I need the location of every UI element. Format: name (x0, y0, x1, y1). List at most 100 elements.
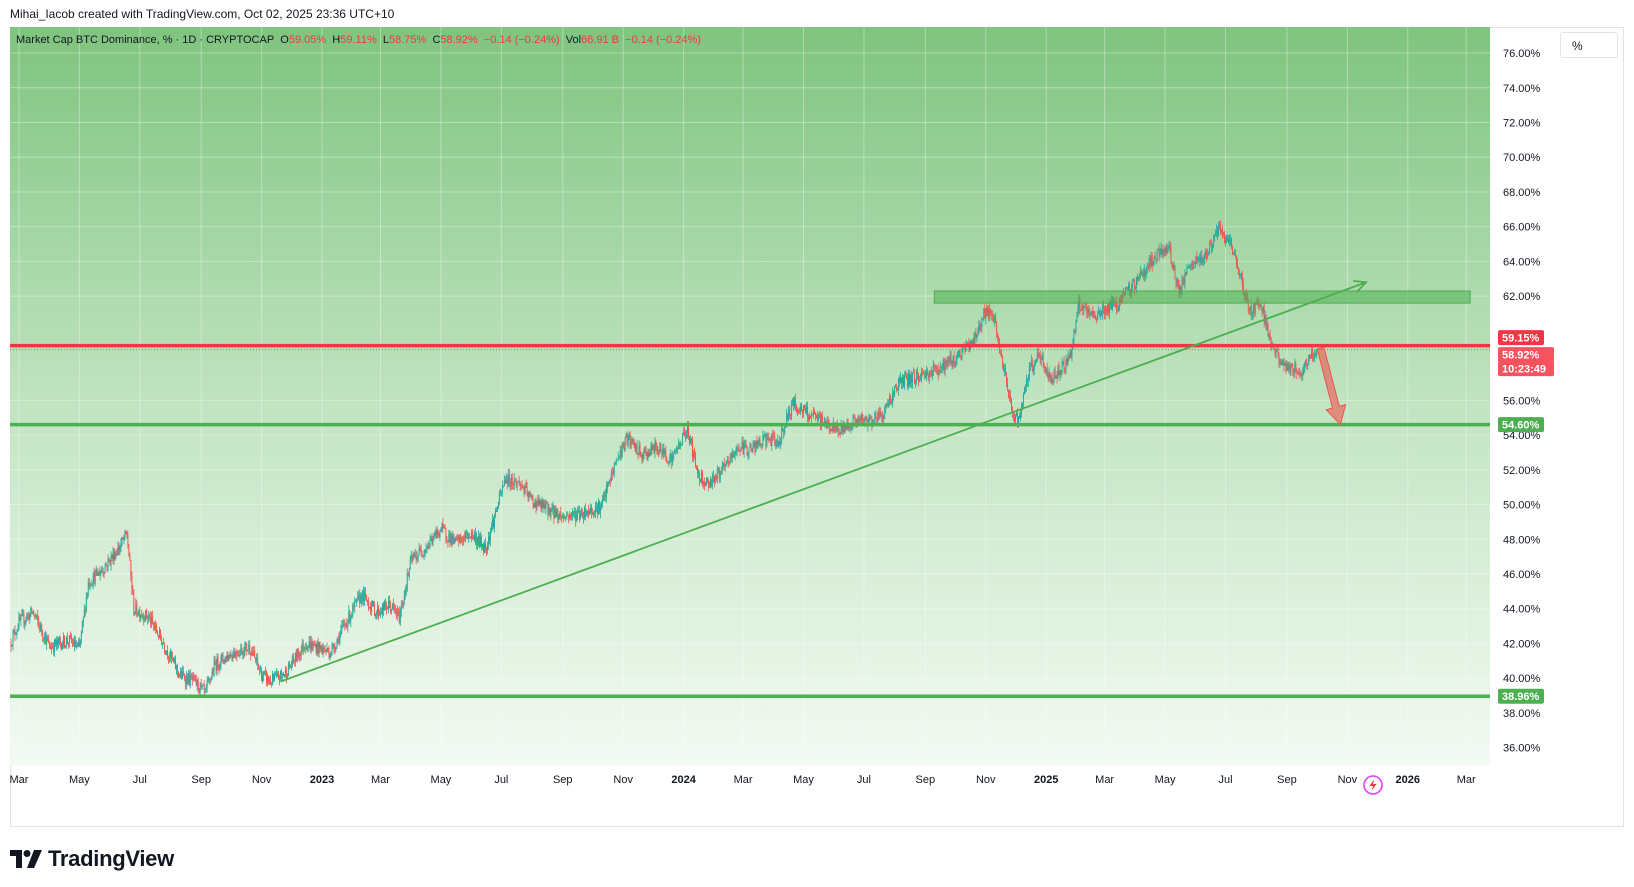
candle (790, 413, 792, 421)
lightning-flash-icon[interactable] (1363, 775, 1383, 795)
candle (1137, 275, 1139, 282)
candle-body (372, 601, 374, 606)
candle-body (316, 643, 318, 654)
candle-body (724, 464, 726, 467)
y-axis[interactable]: 76.00%74.00%72.00%70.00%68.00%66.00%64.0… (1503, 48, 1541, 755)
candle-body (901, 377, 903, 384)
candle-body (1033, 364, 1035, 370)
candle-body (596, 506, 597, 508)
candle (635, 443, 637, 455)
candle (57, 636, 59, 650)
candle (1167, 244, 1169, 253)
candle (532, 495, 534, 510)
candle (862, 413, 864, 425)
candle-body (136, 603, 138, 615)
candle-body (707, 480, 709, 488)
candle-body (94, 572, 96, 584)
candle (1062, 360, 1064, 366)
candle-body (716, 469, 718, 479)
candle (142, 613, 144, 621)
candle (601, 494, 603, 508)
candle (923, 371, 925, 380)
candle (1005, 363, 1007, 376)
candle-body (230, 654, 232, 656)
candle-body (330, 654, 332, 656)
candle (1286, 360, 1288, 371)
candle (1081, 303, 1083, 311)
candle (550, 507, 552, 521)
candle-body (175, 665, 177, 670)
candle (948, 356, 950, 367)
candle (301, 638, 303, 654)
trend-line (280, 281, 1367, 683)
candle-body (366, 594, 368, 601)
tradingview-logo[interactable]: TradingView (10, 846, 174, 872)
candle (1285, 359, 1287, 375)
candle (58, 637, 59, 649)
candle (107, 554, 109, 572)
candle (830, 428, 832, 432)
candle-body (908, 373, 909, 387)
candle-body (529, 491, 531, 497)
candle (177, 671, 179, 679)
candle-body (488, 536, 489, 546)
legend-symbol[interactable]: Market Cap BTC Dominance, % · 1D · CRYPT… (16, 34, 275, 46)
candle (910, 373, 911, 388)
candle-body (1191, 264, 1193, 266)
candle-body (273, 674, 274, 680)
percent-scale-button[interactable]: % (1560, 32, 1618, 58)
candle-body (751, 449, 753, 452)
candle-body (827, 422, 829, 424)
candle (314, 640, 316, 648)
candle (14, 625, 16, 641)
candle-body (209, 678, 211, 681)
candle-body (783, 428, 785, 433)
candle-body (981, 319, 983, 328)
candle-body (895, 387, 897, 388)
candle-body (937, 369, 939, 375)
candle-body (458, 536, 460, 543)
candle (1230, 234, 1231, 246)
candle (1030, 354, 1032, 368)
candle (166, 650, 167, 656)
candle-body (524, 484, 526, 494)
candle-body (55, 640, 57, 646)
candle (175, 664, 177, 675)
candle (226, 651, 228, 663)
candle (787, 412, 789, 422)
candle-body (728, 462, 730, 464)
candle-body (638, 446, 640, 455)
candle (366, 594, 368, 602)
candle (483, 542, 484, 556)
candle (756, 435, 758, 449)
candle-body (763, 434, 765, 436)
candle-body (745, 442, 747, 447)
candle (274, 671, 275, 682)
candle (1019, 409, 1021, 422)
candle-body (952, 356, 954, 366)
candle-body (698, 473, 699, 474)
candle-body (112, 552, 114, 559)
candle-body (489, 536, 490, 541)
candle-body (1207, 253, 1209, 257)
candle (355, 598, 357, 603)
candle-body (532, 498, 534, 505)
candle-body (13, 630, 15, 634)
candle (957, 350, 959, 359)
candle-body (1051, 376, 1053, 384)
candle (1060, 369, 1062, 379)
candle (93, 567, 95, 585)
candle (162, 642, 164, 650)
candle (677, 446, 679, 455)
candle-body (1196, 256, 1198, 261)
x-axis[interactable]: Mar May Jul Sep Nov 2023 Mar May Jul Sep Nov 2024 Ma… (9, 774, 1476, 786)
candle-body (26, 615, 28, 620)
candle (562, 512, 564, 519)
candle (1160, 242, 1162, 255)
candle-body (639, 446, 641, 453)
candle (337, 636, 339, 644)
candle (245, 641, 247, 652)
candle-body (1064, 369, 1066, 370)
candle (221, 652, 223, 663)
